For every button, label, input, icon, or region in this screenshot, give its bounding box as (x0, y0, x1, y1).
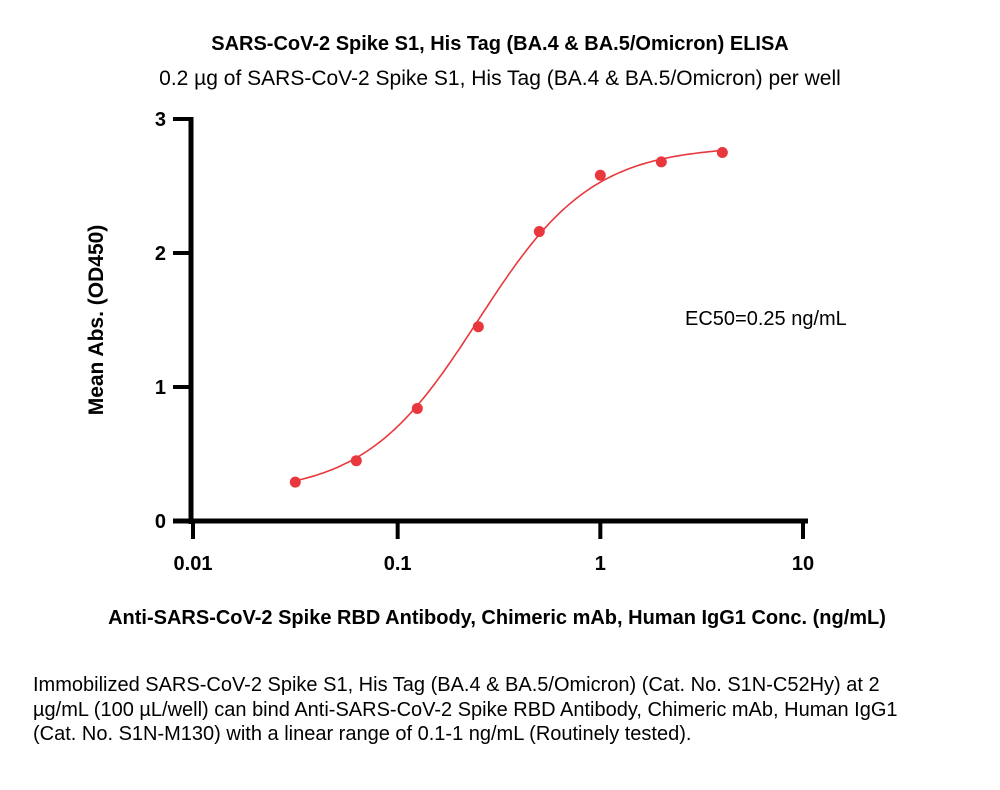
data-point (411, 402, 423, 414)
data-point (472, 321, 484, 333)
y-tick-label: 0 (155, 511, 166, 533)
figure-caption: Immobilized SARS-CoV-2 Spike S1, His Tag… (33, 674, 898, 745)
ec50-annotation: EC50=0.25 ng/mL (685, 308, 847, 330)
chart-title: SARS-CoV-2 Spike S1, His Tag (BA.4 & BA.… (211, 33, 789, 55)
x-tick-label: 0.1 (384, 553, 412, 575)
y-tick-label: 1 (155, 377, 166, 399)
x-tick-label: 0.01 (174, 553, 213, 575)
chart-subtitle: 0.2 µg of SARS-CoV-2 Spike S1, His Tag (… (159, 67, 841, 90)
data-point (655, 156, 667, 168)
y-tick-label: 2 (155, 243, 166, 265)
y-axis-label: Mean Abs. (OD450) (85, 225, 108, 416)
data-point (350, 455, 362, 467)
data-point (716, 147, 728, 158)
x-tick-label: 1 (595, 553, 606, 575)
fit-curve (295, 149, 723, 482)
data-point (533, 226, 545, 238)
x-tick-label: 10 (792, 553, 814, 575)
data-point (594, 169, 606, 181)
y-tick-label: 3 (155, 109, 166, 131)
x-axis-label: Anti-SARS-CoV-2 Spike RBD Antibody, Chim… (108, 607, 886, 629)
data-point (289, 476, 301, 488)
